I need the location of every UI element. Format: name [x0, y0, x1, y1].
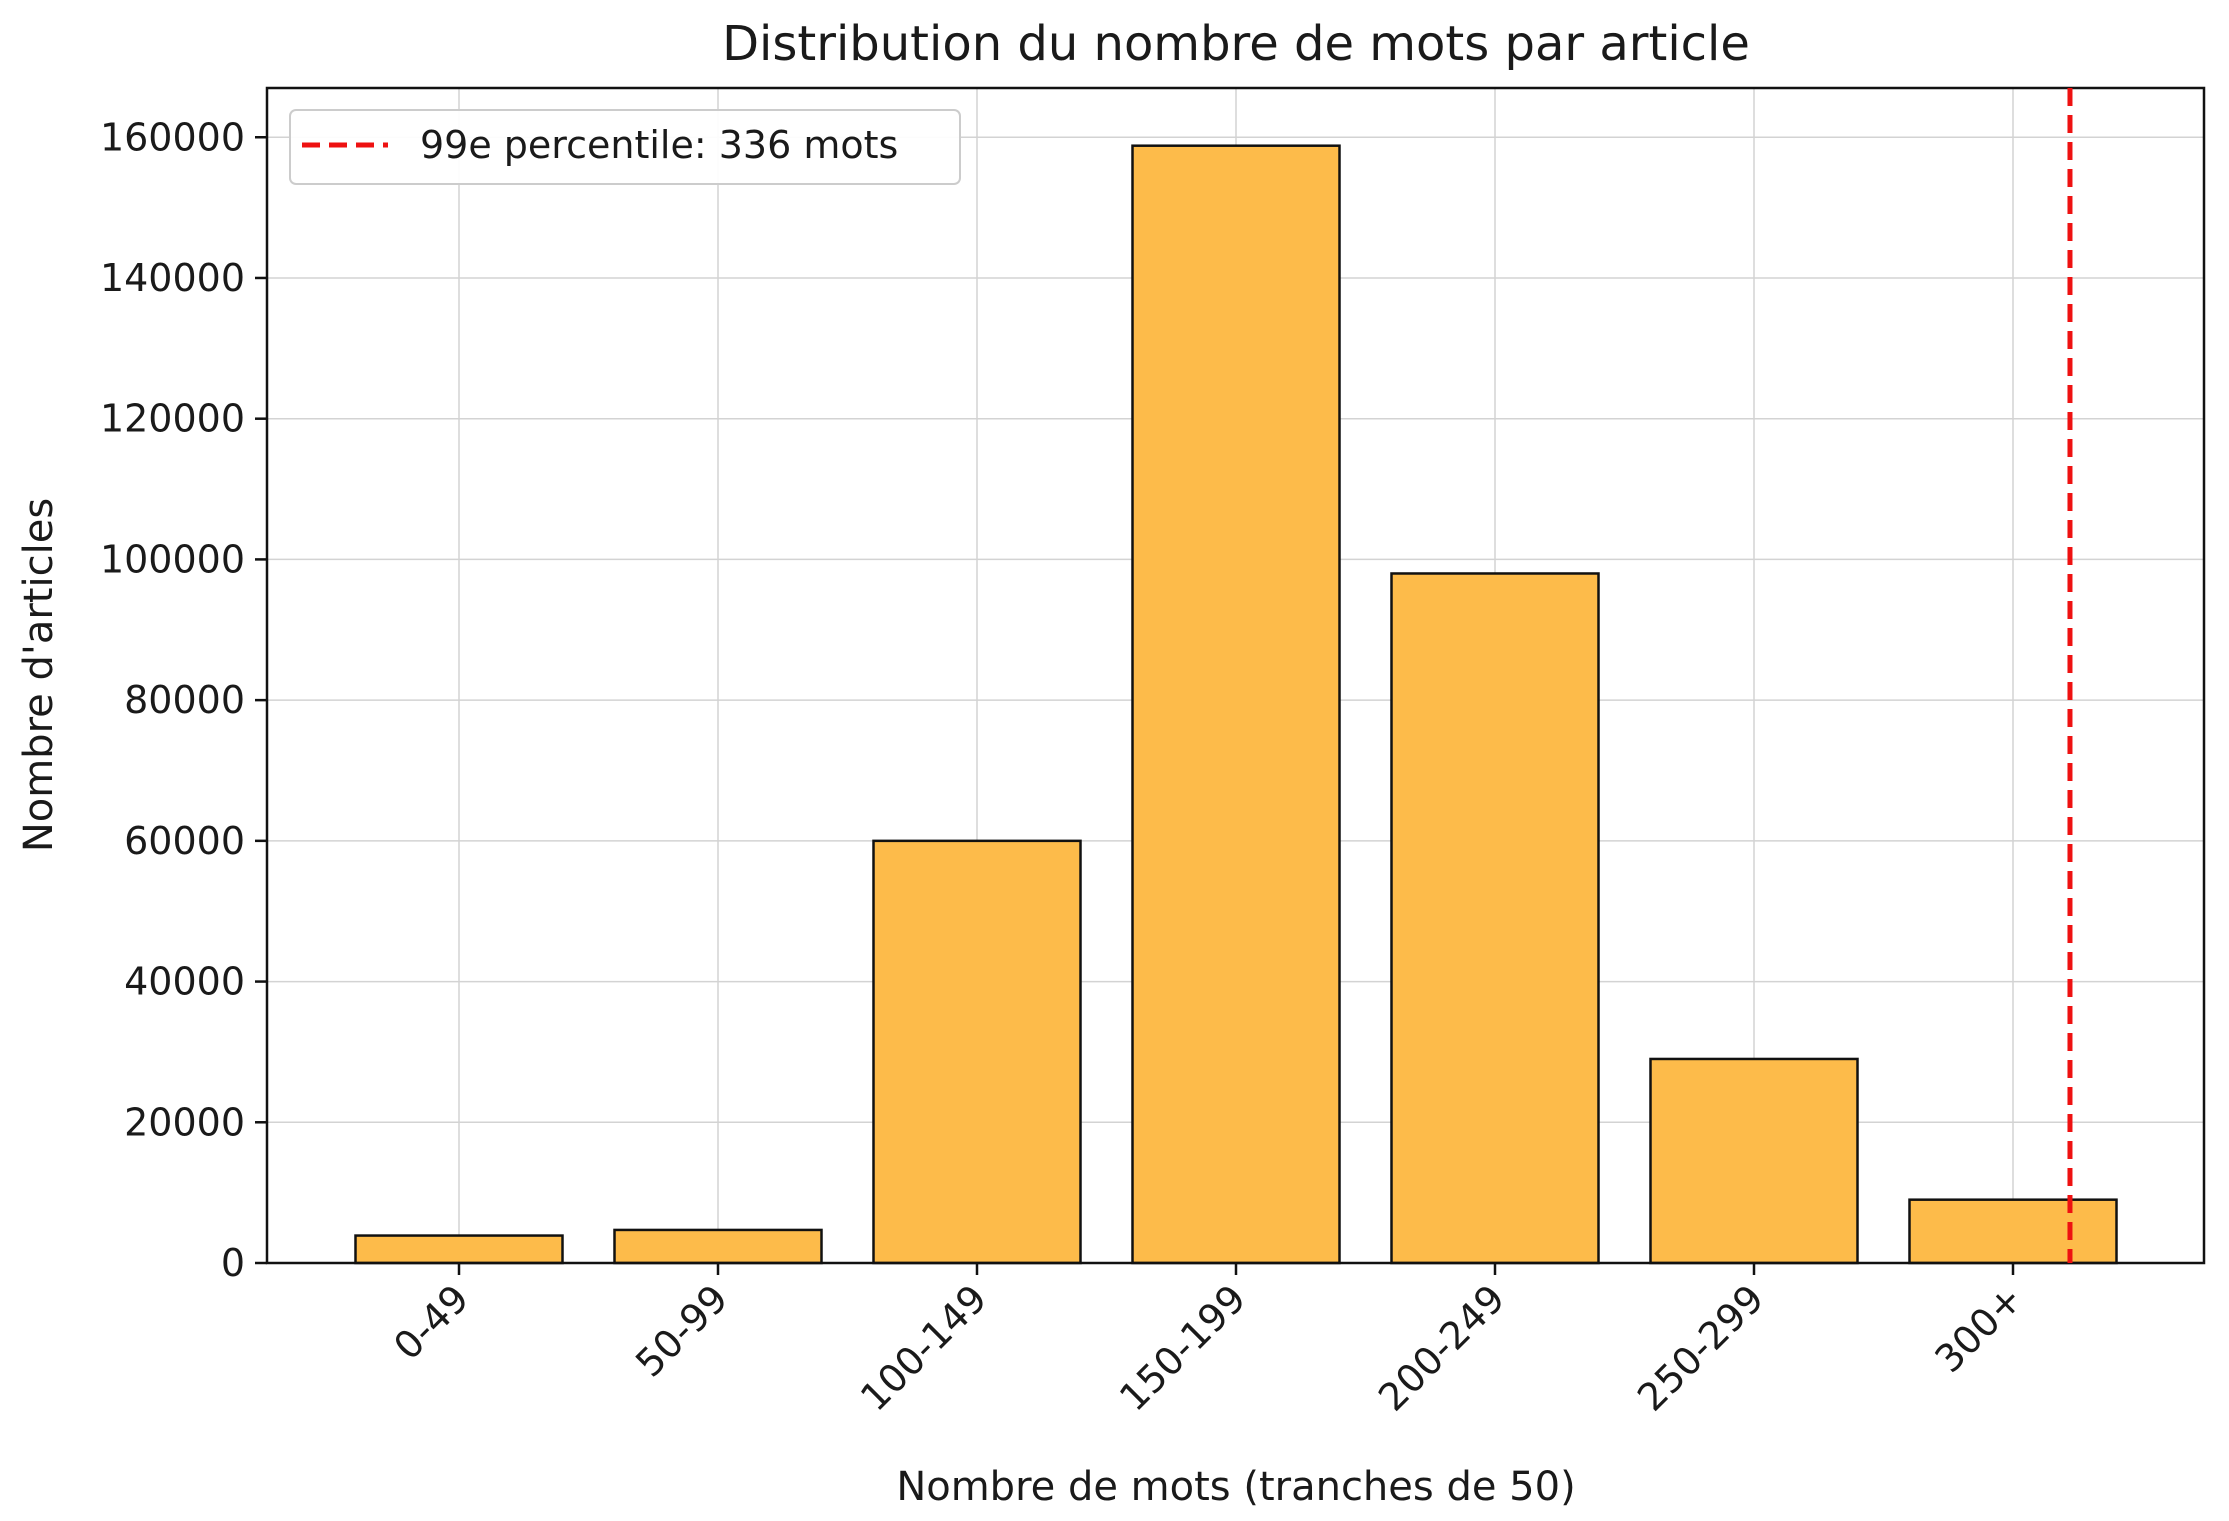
legend: 99e percentile: 336 mots — [289, 109, 961, 185]
y-tick-label: 80000 — [124, 678, 245, 722]
y-tick-label: 0 — [221, 1241, 245, 1285]
bar-0-49 — [354, 1234, 564, 1265]
bar-250-299 — [1649, 1057, 1859, 1265]
x-axis-label: Nombre de mots (tranches de 50) — [896, 1464, 1575, 1510]
y-tick-label: 140000 — [100, 256, 245, 300]
bar-100-149 — [872, 839, 1082, 1265]
y-tick-label: 160000 — [100, 115, 245, 159]
bar-200-249 — [1390, 572, 1600, 1265]
y-tick-label: 20000 — [124, 1100, 245, 1144]
y-tick-label: 100000 — [100, 537, 245, 581]
y-tick-label: 60000 — [124, 819, 245, 863]
bar-150-199 — [1131, 144, 1341, 1265]
bar-50-99 — [613, 1228, 823, 1265]
y-tick-label: 40000 — [124, 960, 245, 1004]
chart-title: Distribution du nombre de mots par artic… — [722, 16, 1750, 72]
legend-box — [289, 109, 961, 185]
y-axis-label: Nombre d'articles — [16, 498, 62, 852]
y-tick-label: 120000 — [100, 397, 245, 441]
bar-300+ — [1908, 1198, 2118, 1265]
legend-label: 99e percentile: 336 mots — [420, 123, 898, 167]
bar-layer — [354, 144, 2118, 1265]
